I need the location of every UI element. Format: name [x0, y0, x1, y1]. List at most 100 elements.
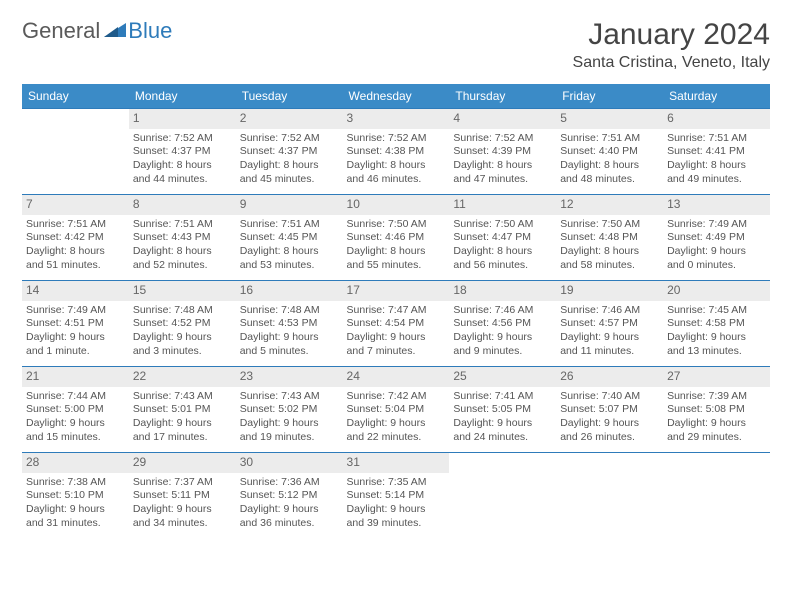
- day-number: 2: [236, 109, 343, 129]
- daylight-text: Daylight: 8 hours: [26, 245, 125, 259]
- calendar-cell: 8Sunrise: 7:51 AMSunset: 4:43 PMDaylight…: [129, 195, 236, 281]
- daylight-text: and 45 minutes.: [240, 173, 339, 187]
- calendar-cell: 2 Sunrise: 7:52 AMSunset: 4:37 PMDaylight…: [236, 109, 343, 195]
- calendar-cell: 1Sunrise: 7:52 AMSunset: 4:37 PMDaylight…: [129, 109, 236, 195]
- sunset-text: Sunset: 4:42 PM: [26, 231, 125, 245]
- sunset-text: Sunset: 4:47 PM: [453, 231, 552, 245]
- calendar-cell: 18Sunrise: 7:46 AMSunset: 4:56 PMDayligh…: [449, 281, 556, 367]
- calendar-cell: 30Sunrise: 7:36 AMSunset: 5:12 PMDayligh…: [236, 453, 343, 539]
- sunset-text: Sunset: 4:56 PM: [453, 317, 552, 331]
- day-number: 9: [236, 195, 343, 215]
- day-number: 20: [663, 281, 770, 301]
- calendar-cell: [663, 453, 770, 539]
- daylight-text: and 7 minutes.: [347, 345, 446, 359]
- sunset-text: Sunset: 4:37 PM: [133, 145, 232, 159]
- calendar-cell: 15Sunrise: 7:48 AMSunset: 4:52 PMDayligh…: [129, 281, 236, 367]
- day-header: Friday: [556, 84, 663, 109]
- sunrise-text: Sunrise: 7:51 AM: [240, 218, 339, 232]
- calendar-cell: 6Sunrise: 7:51 AMSunset: 4:41 PMDaylight…: [663, 109, 770, 195]
- daylight-text: Daylight: 9 hours: [347, 503, 446, 517]
- calendar-cell: 22Sunrise: 7:43 AMSunset: 5:01 PMDayligh…: [129, 367, 236, 453]
- daylight-text: and 0 minutes.: [667, 259, 766, 273]
- calendar-cell: 31Sunrise: 7:35 AMSunset: 5:14 PMDayligh…: [343, 453, 450, 539]
- day-number: 4: [449, 109, 556, 129]
- logo: General Blue: [22, 18, 172, 44]
- sunrise-text: Sunrise: 7:52 AM: [133, 132, 232, 146]
- daylight-text: Daylight: 9 hours: [240, 503, 339, 517]
- daylight-text: Daylight: 9 hours: [453, 417, 552, 431]
- day-number: 19: [556, 281, 663, 301]
- daylight-text: Daylight: 8 hours: [347, 245, 446, 259]
- sunset-text: Sunset: 4:54 PM: [347, 317, 446, 331]
- daylight-text: and 5 minutes.: [240, 345, 339, 359]
- logo-text-blue: Blue: [128, 18, 172, 44]
- sunrise-text: Sunrise: 7:51 AM: [26, 218, 125, 232]
- daylight-text: and 52 minutes.: [133, 259, 232, 273]
- daylight-text: Daylight: 9 hours: [560, 417, 659, 431]
- sunrise-text: Sunrise: 7:42 AM: [347, 390, 446, 404]
- daylight-text: and 55 minutes.: [347, 259, 446, 273]
- sunrise-text: Sunrise: 7:37 AM: [133, 476, 232, 490]
- calendar-cell: 17Sunrise: 7:47 AMSunset: 4:54 PMDayligh…: [343, 281, 450, 367]
- day-number: 22: [129, 367, 236, 387]
- calendar-cell: 4Sunrise: 7:52 AMSunset: 4:39 PMDaylight…: [449, 109, 556, 195]
- day-number: 26: [556, 367, 663, 387]
- sunset-text: Sunset: 4:41 PM: [667, 145, 766, 159]
- sunset-text: Sunset: 4:48 PM: [560, 231, 659, 245]
- header: General Blue January 2024 Santa Cristina…: [22, 18, 770, 72]
- calendar-cell: [22, 109, 129, 195]
- sunrise-text: Sunrise: 7:45 AM: [667, 304, 766, 318]
- calendar-cell: 7Sunrise: 7:51 AMSunset: 4:42 PMDaylight…: [22, 195, 129, 281]
- calendar-cell: 9 Sunrise: 7:51 AMSunset: 4:45 PMDaylight…: [236, 195, 343, 281]
- sunrise-text: Sunrise: 7:52 AM: [240, 132, 339, 146]
- sunset-text: Sunset: 5:01 PM: [133, 403, 232, 417]
- sunset-text: Sunset: 4:49 PM: [667, 231, 766, 245]
- daylight-text: Daylight: 9 hours: [560, 331, 659, 345]
- calendar-week-row: 28Sunrise: 7:38 AMSunset: 5:10 PMDayligh…: [22, 453, 770, 539]
- day-number: 6: [663, 109, 770, 129]
- calendar-cell: 26Sunrise: 7:40 AMSunset: 5:07 PMDayligh…: [556, 367, 663, 453]
- day-number: 18: [449, 281, 556, 301]
- day-number: 14: [22, 281, 129, 301]
- daylight-text: Daylight: 9 hours: [240, 417, 339, 431]
- sunrise-text: Sunrise: 7:51 AM: [667, 132, 766, 146]
- day-header: Tuesday: [236, 84, 343, 109]
- day-number: 21: [22, 367, 129, 387]
- sunrise-text: Sunrise: 7:41 AM: [453, 390, 552, 404]
- calendar-cell: 14Sunrise: 7:49 AMSunset: 4:51 PMDayligh…: [22, 281, 129, 367]
- sunrise-text: Sunrise: 7:35 AM: [347, 476, 446, 490]
- day-number: 10: [343, 195, 450, 215]
- calendar-cell: [556, 453, 663, 539]
- daylight-text: Daylight: 8 hours: [453, 159, 552, 173]
- daylight-text: Daylight: 8 hours: [347, 159, 446, 173]
- daylight-text: Daylight: 8 hours: [240, 159, 339, 173]
- sunrise-text: Sunrise: 7:38 AM: [26, 476, 125, 490]
- calendar-week-row: 7Sunrise: 7:51 AMSunset: 4:42 PMDaylight…: [22, 195, 770, 281]
- calendar-cell: 25Sunrise: 7:41 AMSunset: 5:05 PMDayligh…: [449, 367, 556, 453]
- sunrise-text: Sunrise: 7:43 AM: [240, 390, 339, 404]
- day-number: 5: [556, 109, 663, 129]
- sunset-text: Sunset: 4:43 PM: [133, 231, 232, 245]
- day-number: 23: [236, 367, 343, 387]
- day-number: 17: [343, 281, 450, 301]
- daylight-text: and 47 minutes.: [453, 173, 552, 187]
- daylight-text: Daylight: 8 hours: [560, 159, 659, 173]
- sunset-text: Sunset: 5:12 PM: [240, 489, 339, 503]
- location: Santa Cristina, Veneto, Italy: [573, 54, 770, 72]
- sunrise-text: Sunrise: 7:50 AM: [560, 218, 659, 232]
- sunset-text: Sunset: 5:05 PM: [453, 403, 552, 417]
- calendar-cell: 12Sunrise: 7:50 AMSunset: 4:48 PMDayligh…: [556, 195, 663, 281]
- day-number: 12: [556, 195, 663, 215]
- day-number: 3: [343, 109, 450, 129]
- sunrise-text: Sunrise: 7:39 AM: [667, 390, 766, 404]
- sunset-text: Sunset: 5:11 PM: [133, 489, 232, 503]
- calendar-cell: 16Sunrise: 7:48 AMSunset: 4:53 PMDayligh…: [236, 281, 343, 367]
- calendar-week-row: 1Sunrise: 7:52 AMSunset: 4:37 PMDaylight…: [22, 109, 770, 195]
- sunset-text: Sunset: 5:08 PM: [667, 403, 766, 417]
- daylight-text: Daylight: 8 hours: [133, 159, 232, 173]
- sunset-text: Sunset: 4:37 PM: [240, 145, 339, 159]
- sunset-text: Sunset: 4:45 PM: [240, 231, 339, 245]
- logo-triangle-icon: [104, 21, 126, 42]
- sunset-text: Sunset: 4:52 PM: [133, 317, 232, 331]
- daylight-text: Daylight: 8 hours: [240, 245, 339, 259]
